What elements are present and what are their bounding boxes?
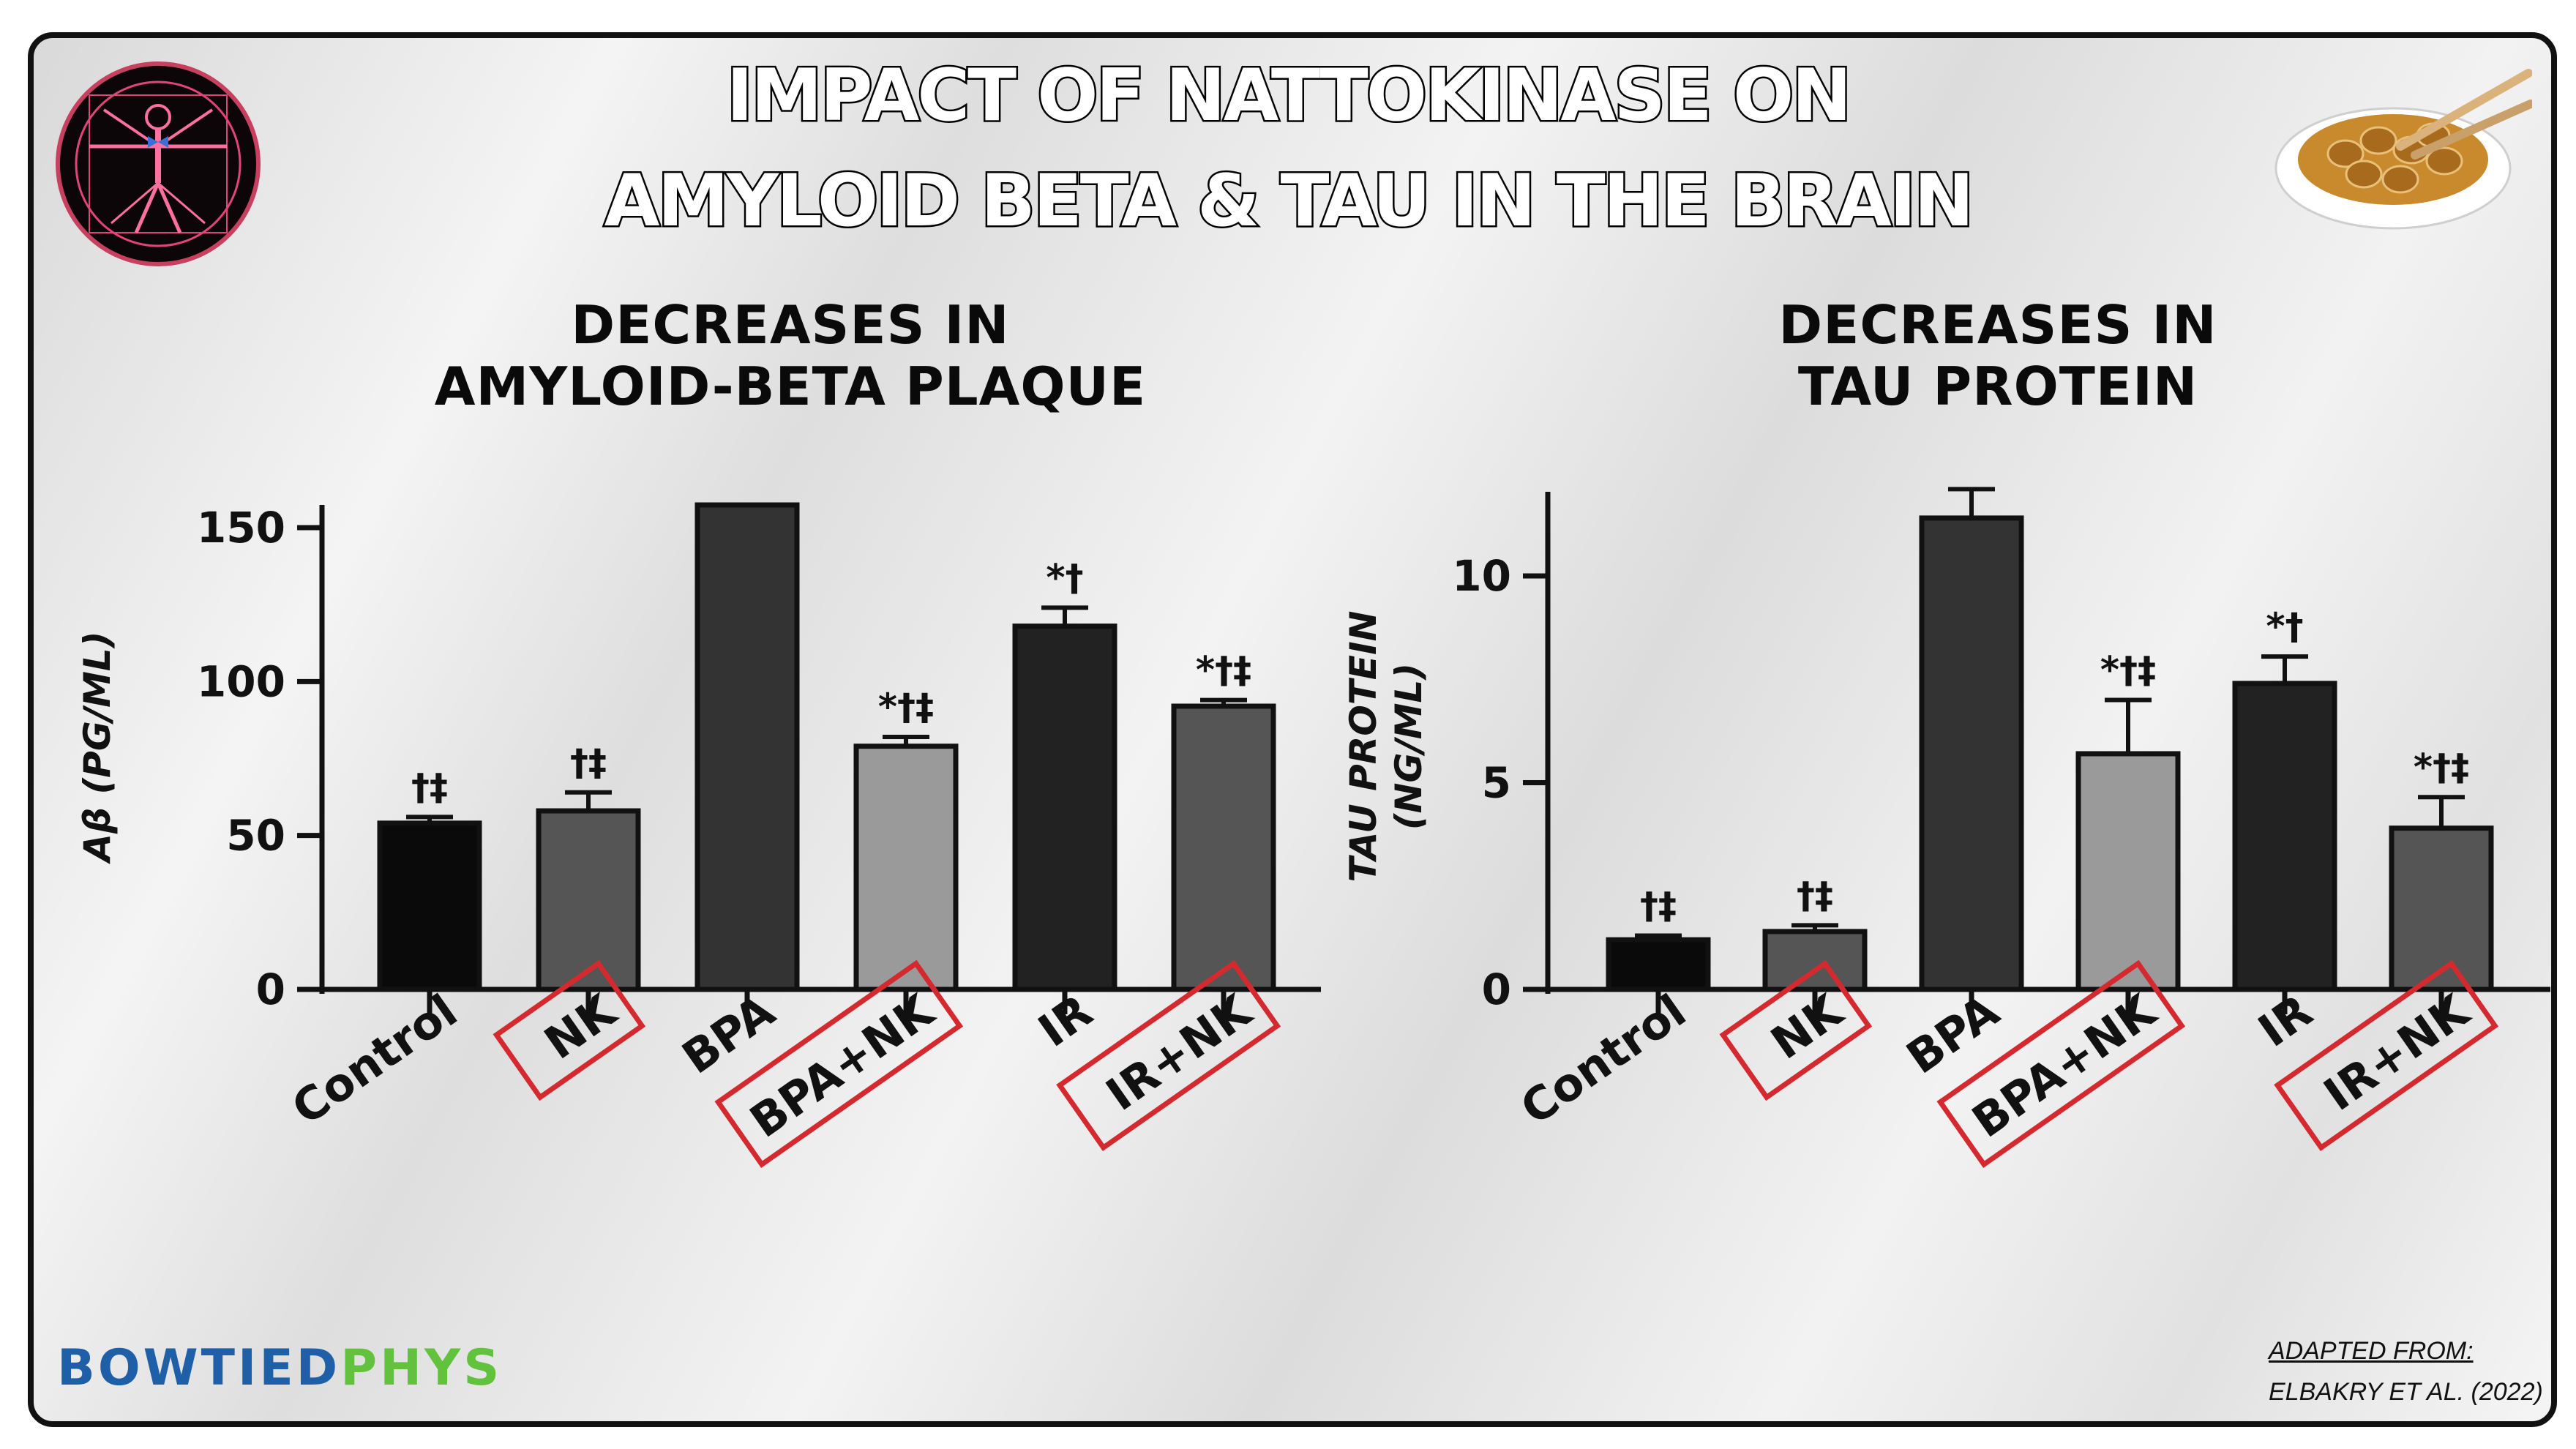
significance-label: †‡ xyxy=(1797,874,1833,916)
highlight-box xyxy=(2274,959,2499,1152)
y-axis-label: Aβ (PG/ML) xyxy=(76,631,119,864)
y-tick-label: 0 xyxy=(256,965,285,1014)
significance-label: *†‡ xyxy=(2414,746,2469,788)
highlight-box xyxy=(493,959,646,1101)
significance-label: *† xyxy=(2266,605,2303,648)
bar-control xyxy=(1606,937,1711,992)
bar-ir xyxy=(1012,624,1117,992)
significance-label: *†‡ xyxy=(2100,649,2156,692)
x-category-label: Control xyxy=(282,984,467,1135)
right-subtitle-line2: TAU PROTEIN xyxy=(1797,356,2198,417)
bar-control xyxy=(377,820,482,992)
natto-bowl-icon xyxy=(2269,59,2535,234)
left-subtitle-line1: DECREASES IN xyxy=(571,294,1010,356)
right-subtitle-line1: DECREASES IN xyxy=(1778,294,2217,356)
x-category-label: Control xyxy=(1511,984,1696,1135)
infographic-frame xyxy=(28,32,2557,1427)
bar-bpa xyxy=(694,502,800,992)
highlight-box xyxy=(1936,959,2186,1168)
vitruvian-man-icon xyxy=(56,61,261,266)
brand-part2: PHYS xyxy=(340,1339,503,1397)
y-tick-label: 100 xyxy=(197,656,285,706)
main-title-line1: IMPACT OF NATTOKINASE ON xyxy=(724,53,1854,140)
brand-logo: BOWTIEDPHYS xyxy=(57,1339,502,1397)
right-chart-subtitle: DECREASES IN TAU PROTEIN xyxy=(1522,294,2474,417)
citation-line2: ELBAKRY ET AL. (2022) xyxy=(2269,1378,2543,1406)
y-axis-label: TAU PROTEIN(NG/ML) xyxy=(1342,610,1430,882)
significance-label: *†‡ xyxy=(1196,649,1251,692)
left-chart-subtitle: DECREASES IN AMYLOID-BETA PLAQUE xyxy=(351,294,1229,417)
bar-bpa-plus-nk xyxy=(2075,751,2181,992)
significance-label: †‡ xyxy=(411,765,448,808)
brand-part1: BOWTIED xyxy=(57,1339,341,1397)
significance-label: *†‡ xyxy=(878,686,934,728)
bar-nk xyxy=(1762,929,1868,992)
significance-label: †‡ xyxy=(570,741,607,784)
bar-ir xyxy=(2232,681,2337,992)
bar-nk xyxy=(536,808,641,992)
y-tick-label: 150 xyxy=(197,503,285,553)
y-tick-label: 5 xyxy=(1482,758,1511,808)
highlight-box xyxy=(714,959,964,1168)
highlight-box xyxy=(1056,959,1281,1152)
x-category-label: IR xyxy=(2249,984,2322,1057)
bar-ir-plus-nk xyxy=(2389,825,2494,992)
main-title-line2: AMYLOID BETA & TAU IN THE BRAIN xyxy=(602,158,1976,245)
citation-line1: ADAPTED FROM: xyxy=(2269,1337,2474,1365)
left-subtitle-line2: AMYLOID-BETA PLAQUE xyxy=(434,356,1147,417)
x-category-label: BPA xyxy=(1897,984,2008,1084)
bar-bpa-plus-nk xyxy=(853,744,959,992)
citation: ADAPTED FROM: ELBAKRY ET AL. (2022) xyxy=(2269,1330,2543,1412)
x-category-label: IR xyxy=(1029,984,1102,1057)
significance-label: †‡ xyxy=(1640,885,1677,927)
significance-label: *† xyxy=(1046,556,1083,599)
y-tick-label: 10 xyxy=(1452,551,1511,601)
y-tick-label: 50 xyxy=(226,811,285,861)
bar-ir-plus-nk xyxy=(1171,703,1276,992)
y-tick-label: 0 xyxy=(1482,965,1511,1014)
bar-bpa xyxy=(1919,515,2024,992)
highlight-box xyxy=(1719,959,1873,1101)
